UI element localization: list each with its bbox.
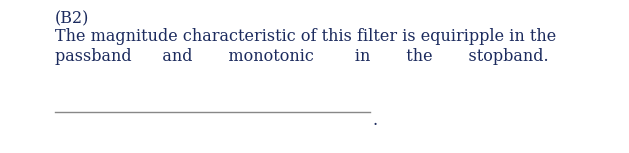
Text: passband      and       monotonic        in       the       stopband.: passband and monotonic in the stopband.: [55, 48, 548, 65]
Text: (B2): (B2): [55, 10, 89, 27]
Text: .: .: [373, 112, 378, 129]
Text: The magnitude characteristic of this filter is equiripple in the: The magnitude characteristic of this fil…: [55, 28, 556, 45]
